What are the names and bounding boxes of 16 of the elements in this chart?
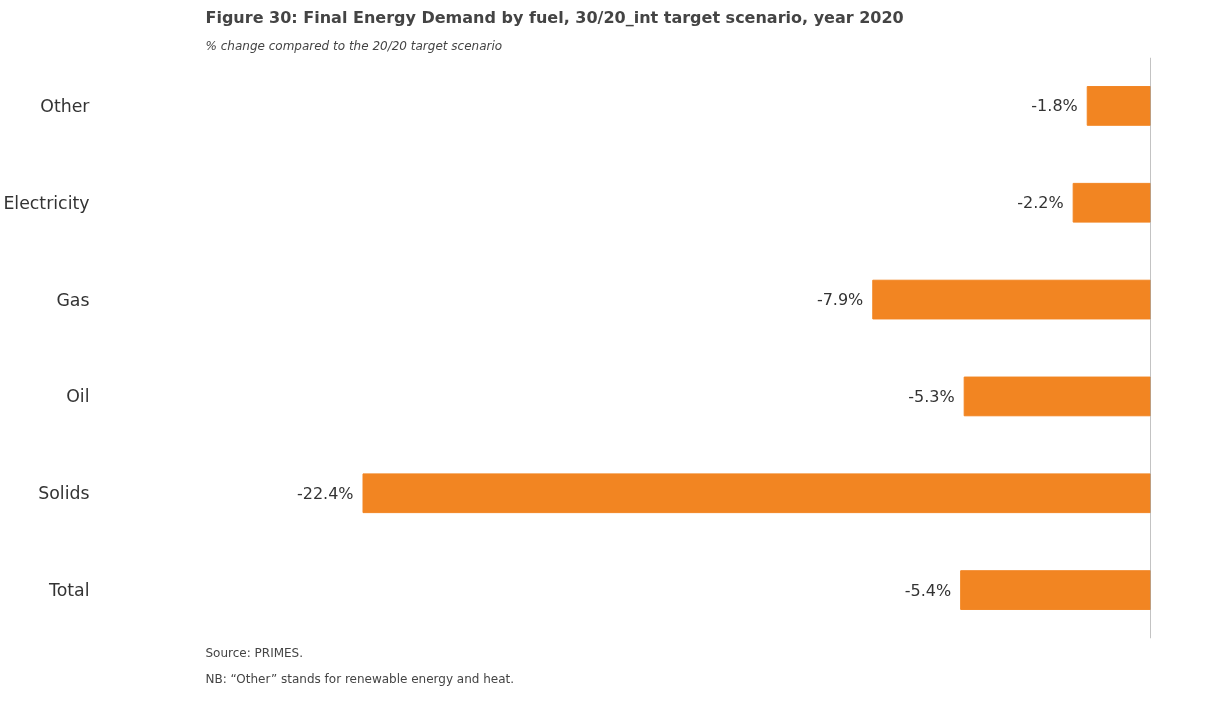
data-label: -22.4% <box>296 483 354 503</box>
data-label: -5.4% <box>904 580 952 600</box>
chart-subtitle: % change compared to the 20/20 target scenario <box>205 38 503 53</box>
y-tick-label: Gas <box>56 289 90 310</box>
y-tick-label: Oil <box>66 386 90 407</box>
data-label: -7.9% <box>816 290 864 310</box>
chart-title: Figure 30: Final Energy Demand by fuel, 30/20_int target scenario, year 2020 <box>205 7 904 27</box>
source-note: Source: PRIMES. <box>205 645 304 660</box>
data-label: -2.2% <box>1017 193 1064 213</box>
y-tick-label: Electricity <box>3 192 90 213</box>
text: NB: “Other” stands for renewable energy and heat. <box>205 671 515 686</box>
y-tick-label: Other <box>40 95 91 116</box>
data-label: -5.3% <box>908 386 955 406</box>
data-label: -1.8% <box>1031 96 1078 116</box>
y-tick-label: Solids <box>38 483 90 504</box>
y-tick-label: Total <box>48 580 90 601</box>
